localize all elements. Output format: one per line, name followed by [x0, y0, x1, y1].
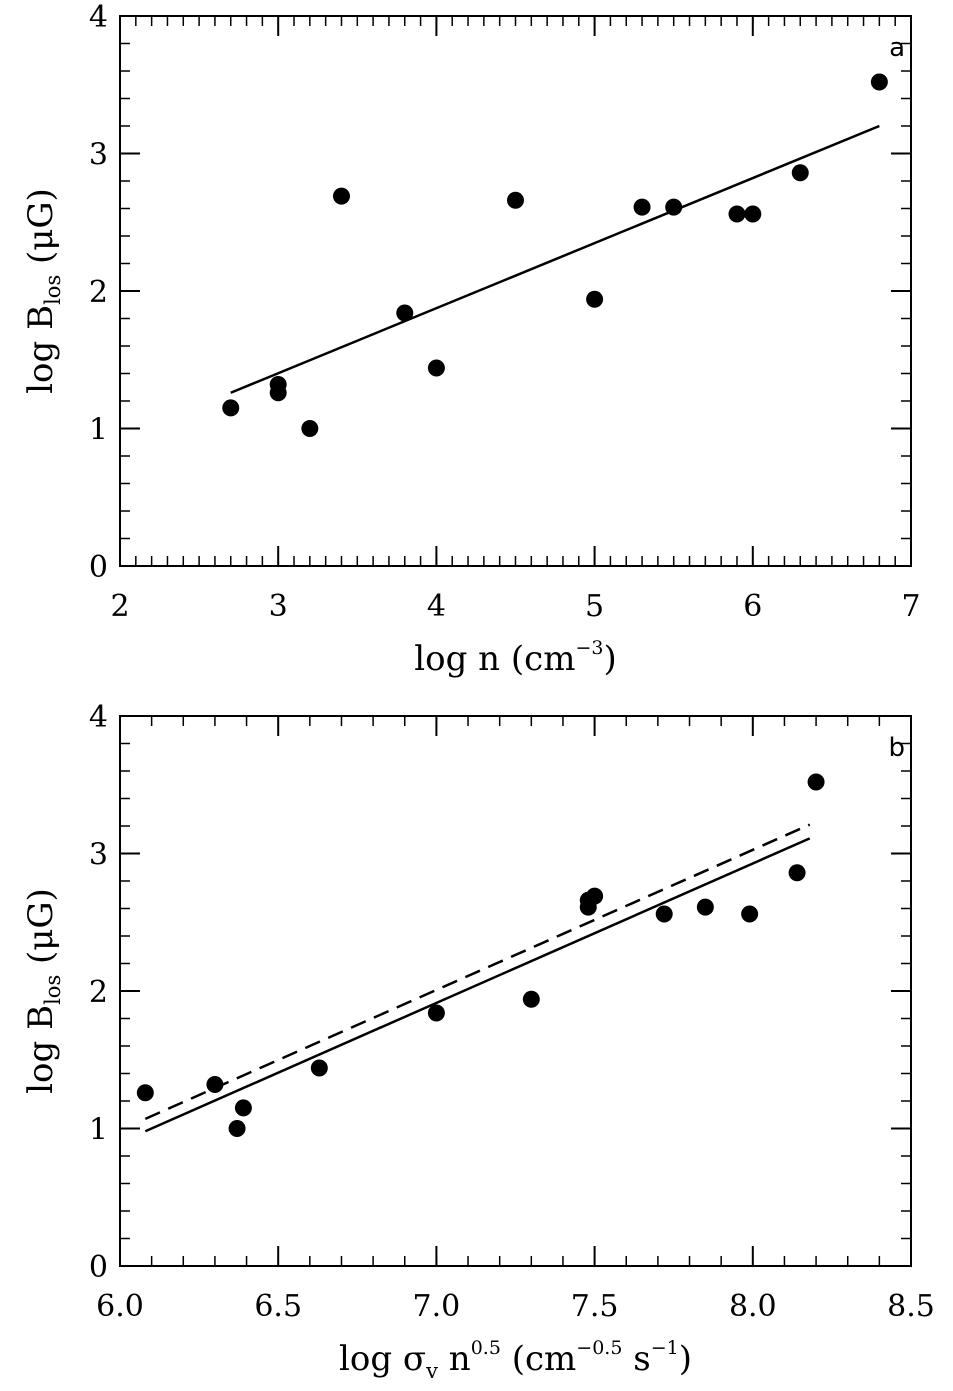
- y-tick-label: 4: [89, 0, 108, 35]
- y-tick-label: 3: [89, 838, 108, 873]
- x-axis-title-text: n: [438, 1339, 471, 1379]
- data-point: [728, 205, 746, 223]
- y-tick-label: 1: [89, 413, 108, 448]
- y-tick-label: 0: [89, 550, 108, 585]
- x-tick-label: 3: [269, 589, 288, 624]
- x-axis-title-superscript: −3: [575, 637, 603, 659]
- data-point: [427, 359, 445, 377]
- plot-frame: [119, 15, 912, 567]
- data-point: [655, 905, 673, 923]
- x-axis-title: log n (cm−3): [414, 637, 616, 679]
- y-axis-title-text: log B: [21, 305, 61, 394]
- data-point: [791, 164, 809, 182]
- data-point: [586, 887, 604, 905]
- y-axis-title: log Blos (μG): [21, 188, 65, 394]
- data-point: [228, 1120, 246, 1137]
- fit-line: [230, 124, 880, 394]
- y-tick-label: 4: [89, 700, 108, 735]
- data-point: [310, 1059, 328, 1077]
- x-axis-title-text: s: [622, 1339, 650, 1379]
- x-axis-title-subscript: v: [425, 1359, 438, 1383]
- y-axis-title-subscript: los: [41, 275, 65, 305]
- y-axis-title-text: (μG): [21, 888, 61, 975]
- y-axis-title-text: log B: [21, 1005, 61, 1094]
- y-axis-title-text: (μG): [21, 188, 61, 275]
- x-tick-label: 7: [901, 589, 920, 624]
- data-point: [222, 399, 240, 417]
- y-tick-label: 2: [89, 975, 108, 1010]
- y-tick-label: 2: [89, 275, 108, 310]
- data-point: [665, 198, 683, 216]
- y-tick-label: 3: [89, 138, 108, 173]
- x-axis-title-text: log σ: [339, 1339, 426, 1379]
- x-tick-label: 6.0: [96, 1289, 144, 1324]
- x-tick-label: 7.0: [413, 1289, 461, 1324]
- data-point: [427, 1004, 445, 1022]
- dashed-reference-line: [144, 823, 811, 1121]
- y-axis-title: log Blos (μG): [21, 888, 65, 1094]
- x-tick-label: 6: [743, 589, 762, 624]
- data-point: [234, 1099, 252, 1117]
- panel-label: a: [889, 33, 905, 63]
- data-point: [741, 905, 759, 923]
- x-tick-label: 6.5: [254, 1289, 302, 1324]
- x-tick-label: 4: [427, 589, 446, 624]
- x-tick-label: 2: [110, 589, 129, 624]
- panel-label: b: [888, 733, 905, 763]
- x-tick-label: 5: [585, 589, 604, 624]
- data-point: [396, 304, 414, 322]
- x-tick-label: 7.5: [571, 1289, 619, 1324]
- data-point: [788, 864, 806, 882]
- panel-a-plot: 2 3 4 5 6 7 0 1 2 3 4 a log n (cm−3) log Blos (μG): [21, 0, 921, 679]
- fit-line: [144, 837, 811, 1133]
- data-point: [870, 73, 888, 91]
- y-tick-label: 0: [89, 1250, 108, 1285]
- x-axis-title-text: ): [603, 639, 616, 679]
- data-point: [507, 191, 524, 209]
- data-point: [522, 990, 540, 1008]
- data-point: [136, 1084, 154, 1102]
- data-point: [744, 205, 762, 223]
- y-tick-label: 1: [89, 1113, 108, 1148]
- plot-frame: [119, 715, 912, 1267]
- data-point: [633, 198, 651, 216]
- data-point: [807, 773, 825, 791]
- x-axis-title-text: log n (cm: [414, 639, 575, 679]
- data-point: [301, 420, 319, 437]
- x-axis-title-superscript: −1: [651, 1337, 679, 1359]
- x-axis-title-superscript: −0.5: [576, 1337, 622, 1359]
- data-point: [332, 187, 350, 205]
- data-point: [696, 898, 714, 916]
- x-tick-label: 8.5: [887, 1289, 935, 1324]
- x-axis-title-superscript: 0.5: [471, 1337, 501, 1359]
- data-point: [586, 290, 604, 308]
- x-axis-title-text: ): [679, 1339, 692, 1379]
- data-point: [269, 384, 287, 402]
- y-axis-title-subscript: los: [41, 975, 65, 1005]
- data-point: [206, 1076, 224, 1093]
- x-tick-label: 8.0: [729, 1289, 777, 1324]
- x-axis-title-text: (cm: [501, 1339, 576, 1379]
- x-axis-title: log σv n0.5 (cm−0.5 s−1): [339, 1337, 692, 1383]
